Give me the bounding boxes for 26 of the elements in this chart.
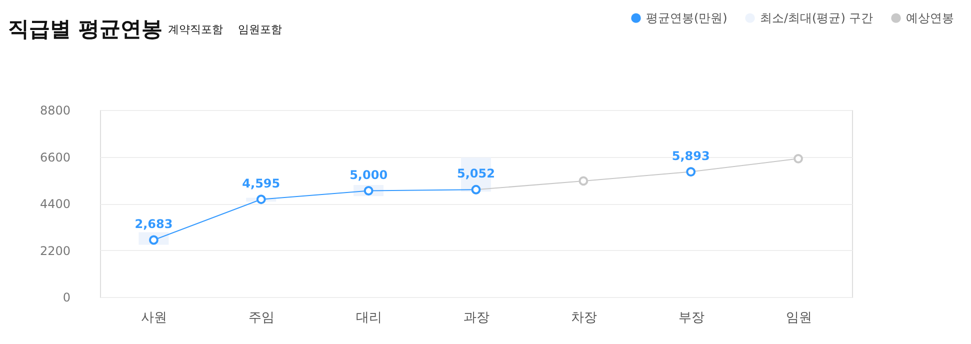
x-tick-label: 사원 <box>141 310 168 326</box>
data-label: 5,000 <box>350 168 388 182</box>
y-tick-label: 2200 <box>40 244 70 258</box>
x-tick-label: 부장 <box>678 310 704 326</box>
data-label: 5,052 <box>457 166 495 181</box>
x-tick-label: 차장 <box>570 310 597 326</box>
data-label: 2,683 <box>134 216 173 231</box>
y-tick-label: 4400 <box>40 197 70 211</box>
x-tick-label: 대리 <box>356 310 382 326</box>
data-label: 5,893 <box>672 148 710 163</box>
x-tick-label: 주임 <box>248 310 275 326</box>
y-tick-label: 6600 <box>40 150 70 164</box>
legend-label: 최소/최대(평균) 구간 <box>760 11 874 26</box>
point <box>578 176 588 186</box>
y-tick-label: 0 <box>62 290 70 304</box>
text: 계약직포함 <box>168 23 223 36</box>
chart-title: 직급별 평균연봉 <box>8 17 162 41</box>
x-tick-label: 과장 <box>464 310 490 326</box>
point <box>794 154 803 164</box>
text: 임원포함 <box>238 23 282 36</box>
data-label: 4,595 <box>242 176 280 190</box>
legend-label: 평균연봉(만원) <box>646 11 728 26</box>
y-tick-label: 8800 <box>40 104 70 118</box>
x-tick-label: 임원 <box>786 310 812 326</box>
point <box>256 194 266 204</box>
legend-label: 예상연봉 <box>906 11 954 26</box>
